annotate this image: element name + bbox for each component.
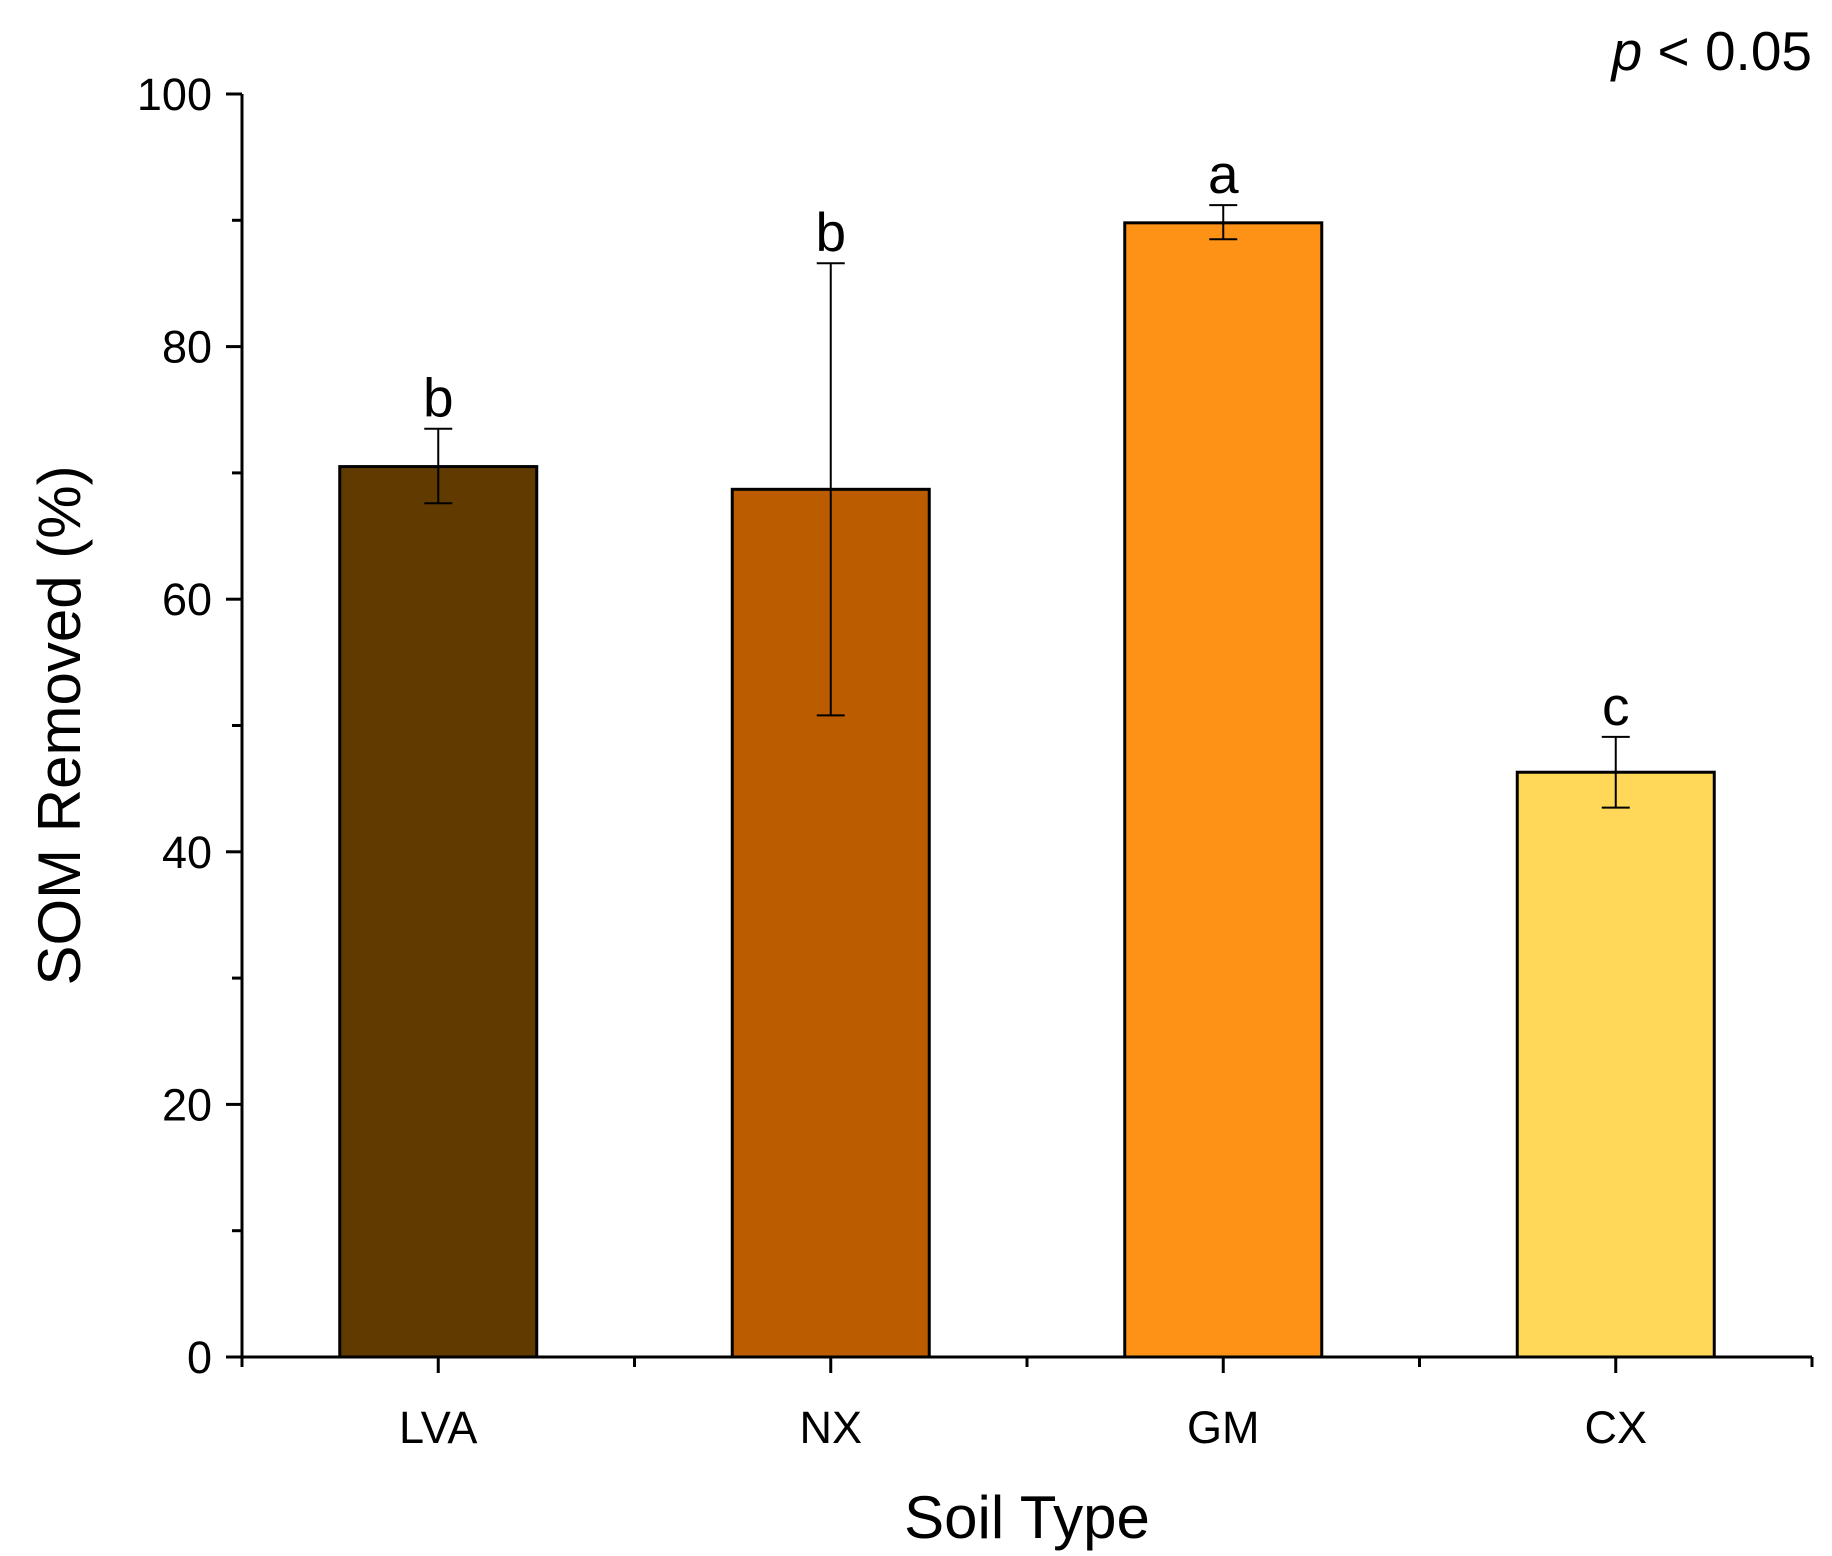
x-tick-label: NX	[799, 1402, 862, 1453]
x-tick-labels: LVA NX GM CX	[399, 1402, 1647, 1453]
bars	[338, 221, 1716, 1359]
x-axis-title: Soil Type	[904, 1484, 1150, 1551]
error-bar-lva	[424, 427, 453, 505]
y-axis-ticks	[226, 92, 242, 1359]
significance-letter: b	[423, 367, 454, 429]
bar-gm	[1123, 221, 1324, 1359]
y-tick-label: 20	[162, 1079, 212, 1130]
x-tick-label: LVA	[399, 1402, 477, 1453]
y-axis-title: SOM Removed (%)	[26, 465, 93, 985]
bar-cx	[1515, 770, 1716, 1359]
y-tick-label: 0	[187, 1332, 212, 1383]
y-tick-label: 40	[162, 827, 212, 878]
y-tick-labels: 0 20 40 60 80 100	[137, 69, 212, 1383]
significance-letter: b	[815, 201, 846, 263]
p-value-threshold: < 0.05	[1642, 20, 1812, 82]
p-value-symbol: p	[1610, 20, 1643, 82]
bar-lva	[338, 465, 539, 1359]
x-tick-label: CX	[1584, 1402, 1647, 1453]
y-tick-label: 100	[137, 69, 212, 120]
significance-letter: c	[1602, 675, 1630, 737]
error-bar-gm	[1209, 204, 1238, 241]
p-value-annotation: p < 0.05	[1610, 20, 1812, 82]
x-tick-label: GM	[1187, 1402, 1260, 1453]
y-tick-label: 60	[162, 574, 212, 625]
significance-letters: b b a c	[423, 143, 1630, 737]
y-axis-minor-ticks	[232, 218, 242, 1233]
y-tick-label: 80	[162, 322, 212, 373]
error-bar-cx	[1601, 735, 1630, 809]
x-axis-ticks	[240, 1357, 1814, 1373]
significance-letter: a	[1208, 143, 1239, 205]
error-bar-nx	[816, 262, 845, 717]
error-bars	[424, 204, 1630, 809]
